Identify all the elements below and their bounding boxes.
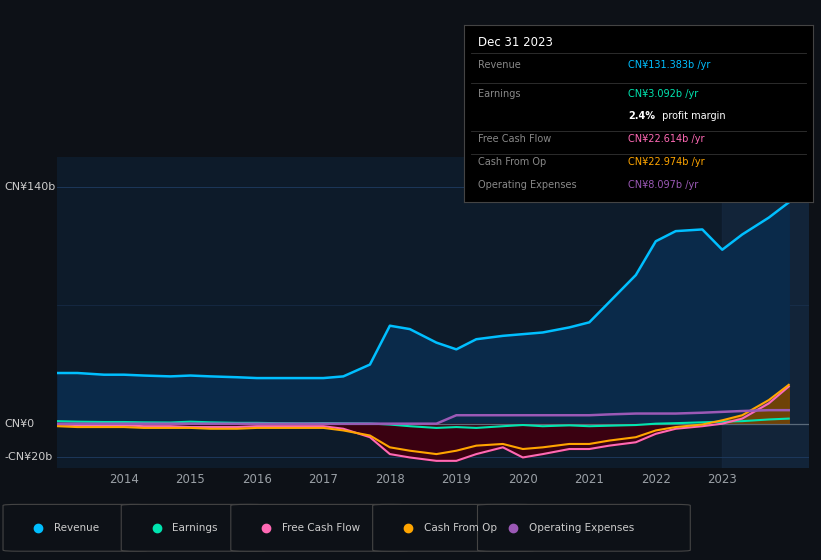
Text: Free Cash Flow: Free Cash Flow [478,134,551,144]
Text: CN¥22.974b /yr: CN¥22.974b /yr [628,157,704,167]
Text: CN¥8.097b /yr: CN¥8.097b /yr [628,180,698,189]
Text: Dec 31 2023: Dec 31 2023 [478,36,553,49]
Text: -CN¥20b: -CN¥20b [4,452,53,463]
Text: Operating Expenses: Operating Expenses [529,523,634,533]
FancyBboxPatch shape [122,505,266,551]
Text: CN¥22.614b /yr: CN¥22.614b /yr [628,134,704,144]
Text: Cash From Op: Cash From Op [424,523,497,533]
Bar [722,157,809,468]
FancyBboxPatch shape [231,505,409,551]
Text: 2.4%: 2.4% [628,111,655,121]
Text: Operating Expenses: Operating Expenses [478,180,576,189]
FancyBboxPatch shape [478,505,690,551]
Text: CN¥140b: CN¥140b [4,182,55,192]
Text: Free Cash Flow: Free Cash Flow [282,523,360,533]
FancyBboxPatch shape [3,505,148,551]
Text: Cash From Op: Cash From Op [478,157,546,167]
Text: Revenue: Revenue [478,60,521,71]
Text: profit margin: profit margin [658,111,725,121]
FancyBboxPatch shape [373,505,535,551]
Text: Earnings: Earnings [478,88,521,99]
Text: CN¥0: CN¥0 [4,419,34,429]
Text: CN¥3.092b /yr: CN¥3.092b /yr [628,88,698,99]
Text: Revenue: Revenue [54,523,99,533]
Text: CN¥131.383b /yr: CN¥131.383b /yr [628,60,710,71]
Text: Earnings: Earnings [172,523,218,533]
